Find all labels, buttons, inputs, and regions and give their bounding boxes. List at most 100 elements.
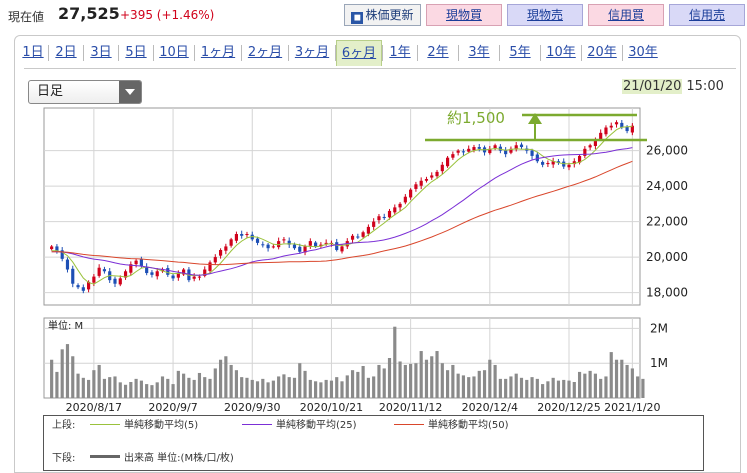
volume-bar — [192, 379, 196, 398]
volume-bar — [493, 364, 497, 398]
candle-body — [92, 276, 96, 283]
volume-bar — [372, 376, 376, 398]
volume-bar — [271, 380, 275, 398]
timestamp: 21/01/20 15:00 — [622, 79, 724, 94]
sell-spot-label: 現物売 — [526, 8, 563, 22]
period-tab[interactable]: 1年 — [389, 45, 411, 60]
volume-bar — [577, 371, 582, 398]
quote-header: 現在値 27,525 +395 (+1.46%) ◼ 株価更新 現物買 現物売 信… — [0, 0, 747, 30]
period-tab[interactable]: 2日 — [55, 45, 77, 60]
sell-margin-button[interactable]: 信用売 — [669, 4, 745, 26]
candle-body — [335, 242, 339, 250]
period-tab[interactable]: 3ヶ月 — [294, 45, 330, 60]
candle-body — [609, 125, 613, 128]
volume-bar — [614, 359, 619, 398]
price-tick-label: 24,000 — [646, 179, 688, 193]
volume-bar — [593, 373, 597, 398]
period-tab[interactable]: 10年 — [546, 45, 576, 60]
legend-ma25-label: 単純移動平均(25) — [276, 420, 357, 431]
candle-body — [556, 161, 561, 164]
volume-bar — [81, 377, 85, 398]
candle-body — [314, 242, 318, 247]
period-tab[interactable]: 5年 — [509, 45, 531, 60]
volume-bar — [250, 379, 254, 398]
period-tab[interactable]: 1ヶ月 — [200, 45, 236, 60]
volume-bar — [556, 380, 561, 398]
volume-bar — [314, 381, 318, 398]
candle-body — [197, 276, 202, 278]
legend-ma50-label: 単純移動平均(50) — [428, 420, 509, 431]
candle-body — [387, 210, 392, 218]
buy-margin-button[interactable]: 信用買 — [588, 4, 664, 26]
candle-body — [102, 269, 107, 272]
volume-bar — [287, 377, 291, 398]
date-tick-label: 2021/1/20 — [604, 401, 660, 414]
period-tab[interactable]: 30年 — [628, 45, 658, 60]
candle-body — [604, 127, 608, 135]
volume-bar — [303, 370, 307, 398]
candle-body — [166, 268, 170, 275]
volume-bar — [604, 376, 608, 398]
candle-body — [393, 207, 397, 213]
candle-body — [530, 150, 534, 156]
ma25-line — [51, 147, 633, 276]
volume-bar — [229, 364, 233, 398]
candle-body — [366, 226, 370, 234]
volume-bar — [530, 377, 534, 398]
volume-bar — [472, 376, 476, 398]
update-price-button[interactable]: ◼ 株価更新 — [344, 4, 421, 26]
period-tab[interactable]: 5日 — [125, 45, 147, 60]
volume-bar — [224, 356, 228, 398]
volume-bar — [166, 378, 170, 398]
period-tab[interactable]: 20年 — [587, 45, 617, 60]
frequency-select[interactable]: 日足 — [28, 80, 142, 104]
candle-body — [614, 122, 619, 125]
candle-body — [60, 250, 64, 259]
sell-spot-button[interactable]: 現物売 — [507, 4, 583, 26]
volume-bar — [324, 379, 328, 398]
candle-body — [266, 244, 270, 249]
period-tab[interactable]: 2年 — [427, 45, 449, 60]
period-tab[interactable]: 6ヶ月 — [336, 40, 382, 66]
volume-bar — [118, 382, 122, 398]
candle-body — [139, 259, 143, 266]
candle-body — [403, 196, 407, 203]
candle-body — [620, 122, 624, 128]
volume-bar — [403, 364, 407, 398]
candle-body — [577, 155, 582, 163]
buy-spot-button[interactable]: 現物買 — [426, 4, 502, 26]
candle-body — [451, 154, 455, 158]
period-tab[interactable]: 2ヶ月 — [247, 45, 283, 60]
price-plot-area — [43, 107, 641, 306]
candle-body — [435, 171, 439, 177]
volume-bar — [551, 377, 555, 398]
volume-bar — [609, 352, 613, 398]
candle-body — [493, 145, 497, 149]
volume-unit-label: 単位: M — [48, 319, 83, 332]
volume-bar — [382, 368, 386, 398]
candle-body — [567, 164, 571, 168]
volume-bar — [583, 373, 587, 398]
volume-bar — [588, 370, 592, 398]
period-tab[interactable]: 1日 — [22, 45, 44, 60]
candle-body — [245, 234, 249, 236]
volume-bar — [171, 384, 175, 398]
candle-body — [446, 157, 450, 167]
period-tab[interactable]: 10日 — [159, 45, 189, 60]
volume-bar — [546, 381, 550, 398]
tab-separator — [194, 45, 195, 61]
volume-bar — [240, 377, 244, 398]
period-tab[interactable]: 3日 — [90, 45, 112, 60]
price-tick-label: 20,000 — [646, 250, 688, 264]
candle-body — [255, 238, 260, 243]
candle-body — [134, 260, 138, 265]
candle-body — [541, 161, 545, 165]
period-tab[interactable]: 3年 — [468, 45, 490, 60]
candle-body — [382, 216, 386, 219]
price-change: +395 (+1.46%) — [120, 8, 215, 22]
buy-margin-label: 信用買 — [607, 8, 644, 22]
date-tick-label: 2020/12/4 — [462, 401, 518, 414]
volume-bar — [625, 364, 629, 398]
volume-bar — [234, 370, 238, 398]
